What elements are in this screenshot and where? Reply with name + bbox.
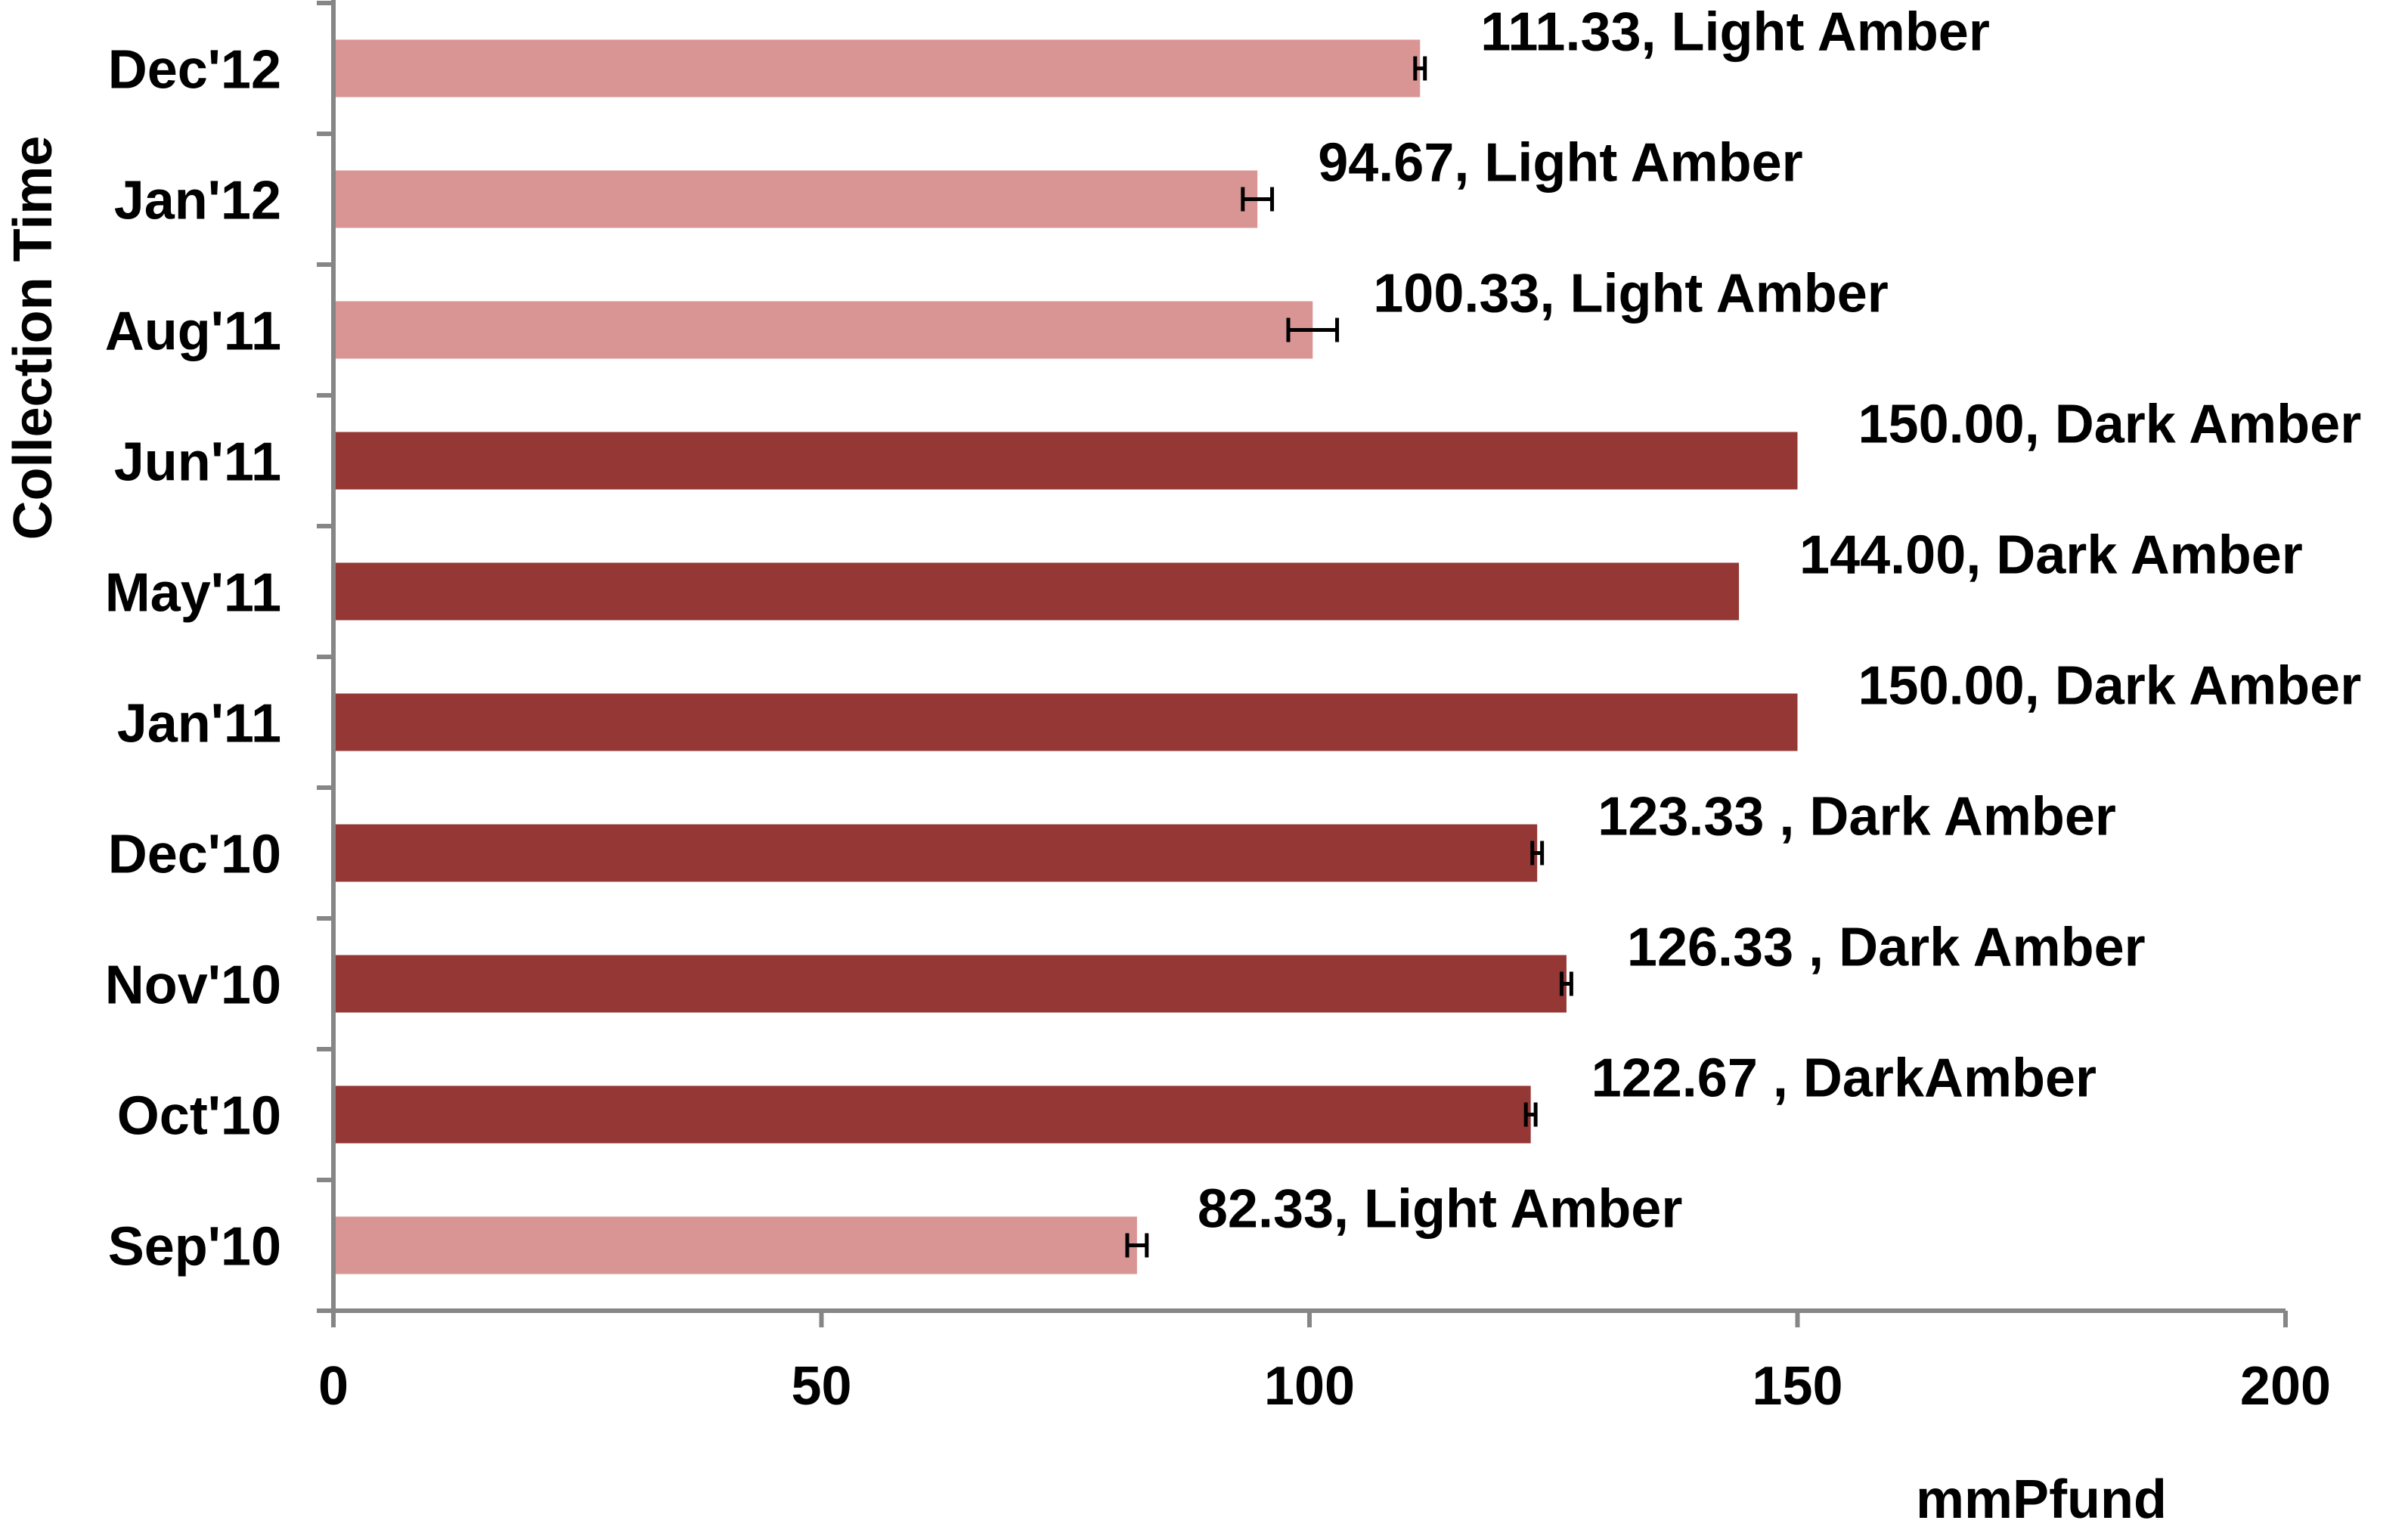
axes-layer — [317, 0, 2288, 1327]
bar — [333, 432, 1798, 490]
data-label: 144.00, Dark Amber — [1799, 525, 2303, 586]
data-label: 122.67 , DarkAmber — [1591, 1048, 2097, 1109]
category-label: Jan'12 — [114, 171, 281, 231]
data-label: 100.33, Light Amber — [1373, 264, 1889, 324]
data-label: 150.00, Dark Amber — [1858, 656, 2362, 717]
data-label: 123.33 , Dark Amber — [1598, 787, 2116, 847]
bar — [333, 693, 1798, 751]
category-label: Oct'10 — [117, 1086, 281, 1147]
bar — [333, 955, 1567, 1013]
x-tick-label: 100 — [1264, 1356, 1355, 1417]
bar — [333, 824, 1538, 882]
data-label: 82.33, Light Amber — [1198, 1179, 1683, 1240]
category-label: Jun'11 — [114, 432, 281, 493]
data-label: 111.33, Light Amber — [1480, 2, 1990, 63]
category-label: Aug'11 — [105, 302, 281, 362]
x-tick-label: 0 — [318, 1356, 349, 1417]
data-label: 126.33 , Dark Amber — [1627, 918, 2146, 978]
labels-layer: 111.33, Light Amber Dec'12 94.67, Light Am… — [105, 2, 2362, 1417]
bar — [333, 1216, 1137, 1274]
bar — [333, 301, 1313, 359]
data-label: 150.00, Dark Amber — [1858, 395, 2362, 455]
y-axis-title: Collection Time — [3, 136, 64, 540]
bar — [333, 1085, 1531, 1144]
bar — [333, 39, 1421, 98]
category-label: May'11 — [105, 563, 281, 624]
bar — [333, 562, 1740, 621]
category-label: Jan'11 — [117, 694, 281, 754]
category-label: Sep'10 — [108, 1217, 281, 1277]
x-tick-label: 50 — [791, 1356, 851, 1417]
category-label: Dec'10 — [108, 825, 281, 885]
bars-layer — [333, 39, 1798, 1274]
category-label: Dec'12 — [108, 40, 281, 101]
x-axis-title: mmPfund — [1916, 1469, 2167, 1530]
x-tick-label: 200 — [2240, 1356, 2331, 1417]
data-label: 94.67, Light Amber — [1318, 133, 1803, 194]
x-tick-label: 150 — [1752, 1356, 1842, 1417]
bar — [333, 170, 1258, 228]
category-label: Nov'10 — [105, 955, 281, 1016]
